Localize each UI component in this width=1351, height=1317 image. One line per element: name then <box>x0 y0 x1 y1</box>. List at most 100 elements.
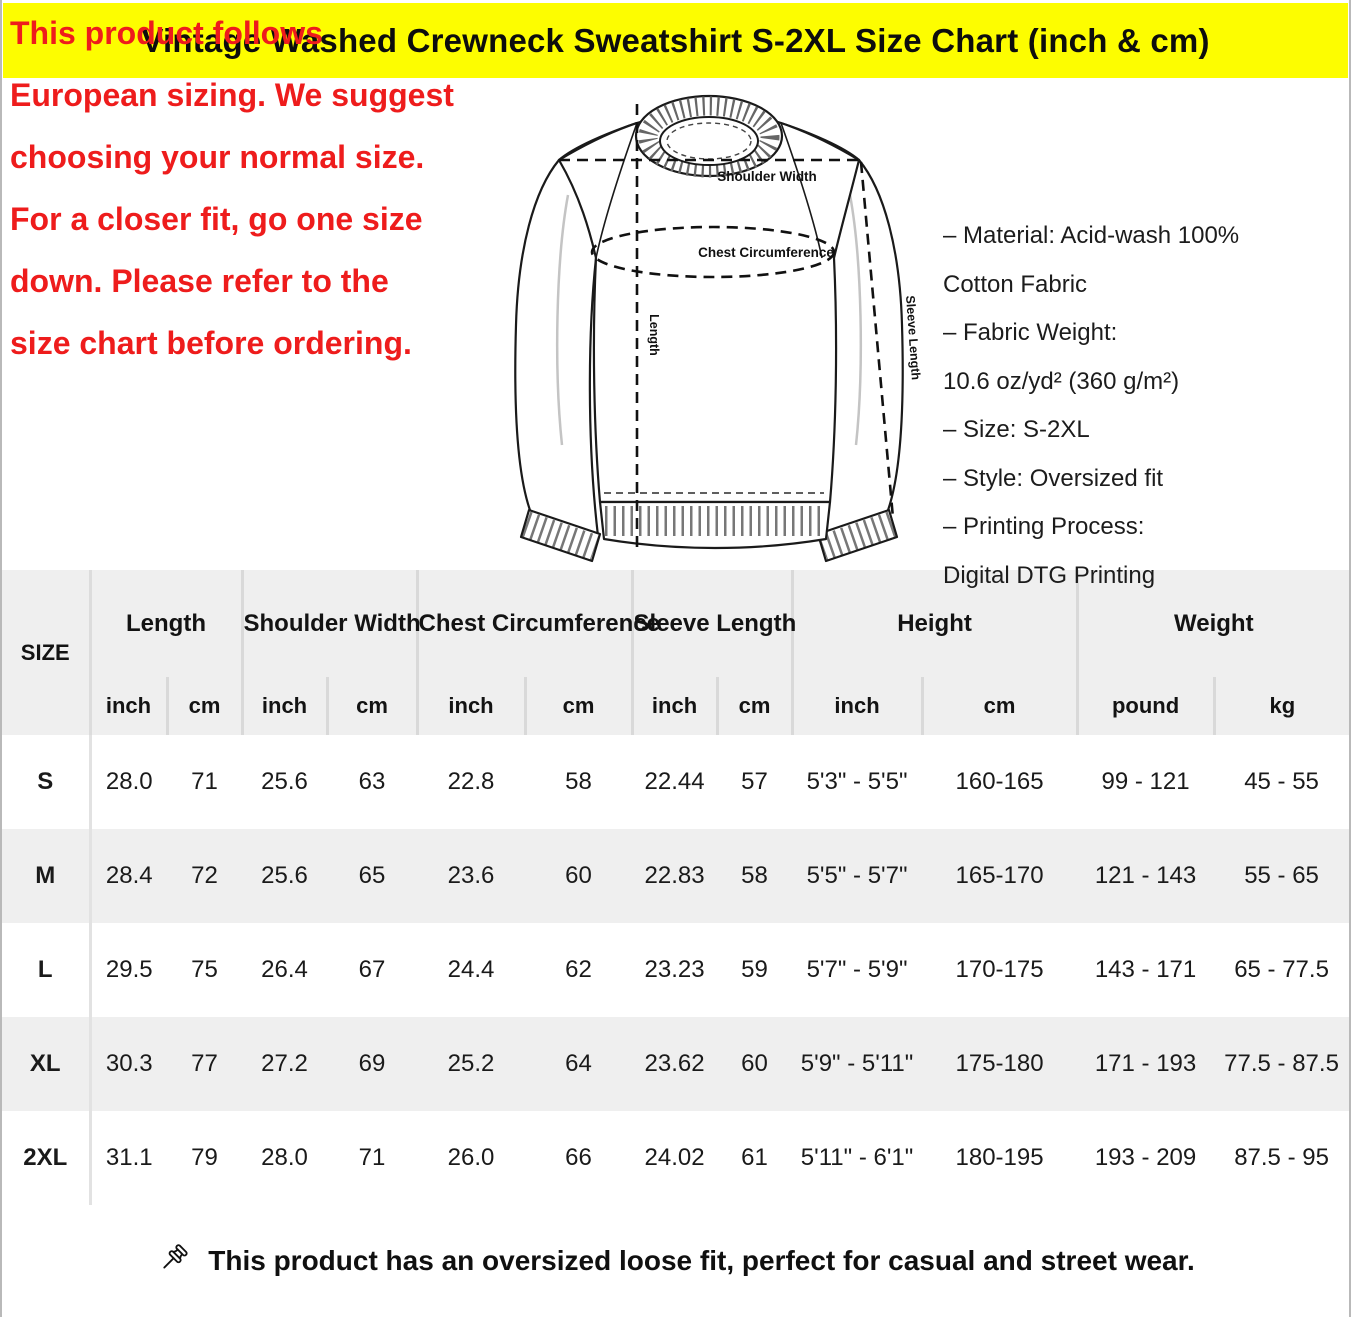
table-cell: 27.2 <box>261 1050 308 1077</box>
table-cell: 57 <box>741 768 768 795</box>
size-cell: S <box>2 735 92 829</box>
product-detail-line: 10.6 oz/yd² (360 g/m²) <box>943 367 1180 395</box>
sleeve-length-label: Sleeve Length <box>903 295 923 381</box>
table-row-s: S 28.0 71 25.6 63 22.8 58 22.44 57 5'3" … <box>2 735 1349 829</box>
table-cell: 25.6 <box>261 768 308 795</box>
table-cell: 22.83 <box>644 862 705 889</box>
table-cell: 99 - 121 <box>1101 768 1190 795</box>
table-cell: 22.8 <box>447 768 495 795</box>
table-cell: 22.44 <box>644 768 705 795</box>
unit-header: pound <box>1075 677 1215 735</box>
table-cell: 193 - 209 <box>1094 1144 1197 1171</box>
table-cell: 60 <box>565 862 592 889</box>
sizing-note-line: size chart before ordering. <box>10 325 412 361</box>
table-cell: 24.02 <box>644 1144 705 1171</box>
table-cell: 26.4 <box>261 956 308 983</box>
table-cell: 5'11" - 6'1" <box>800 1144 914 1171</box>
pushpin-icon <box>163 1244 188 1269</box>
table-cell: 65 - 77.5 <box>1234 956 1329 983</box>
table-cell: 62 <box>565 956 592 983</box>
table-cell: 26.0 <box>447 1144 495 1171</box>
size-cell: XL <box>2 1017 92 1111</box>
unit-header: cm <box>165 677 243 735</box>
middle-section: This product follows European sizing. We… <box>2 15 1349 589</box>
size-cell: L <box>2 923 92 1017</box>
sizing-note-line: down. Please refer to the <box>10 263 389 299</box>
table-cell: 55 - 65 <box>1244 862 1319 889</box>
unit-header: inch <box>415 677 526 735</box>
col-header-shoulder-width: Shoulder Width <box>240 570 421 677</box>
unit-header: inch <box>630 677 718 735</box>
chest-circumference-line <box>590 225 836 279</box>
unit-header: cm <box>523 677 633 735</box>
col-header-length: Length <box>90 570 243 677</box>
size-cell: M <box>2 829 92 923</box>
table-cell: 77 <box>191 1050 218 1077</box>
table-cell: 61 <box>741 1144 768 1171</box>
table-cell: 24.4 <box>447 956 495 983</box>
product-detail-line: – Fabric Weight: <box>943 319 1118 346</box>
table-cell: 5'3" - 5'5" <box>806 768 908 795</box>
table-cell: 25.2 <box>447 1050 495 1077</box>
sweatshirt-diagram: Shoulder Width Chest Circumference Lengt… <box>514 94 923 563</box>
table-cell: 45 - 55 <box>1244 768 1319 795</box>
table-cell: 5'5" - 5'7" <box>806 862 908 889</box>
table-cell: 64 <box>565 1050 592 1077</box>
chest-circumference-label: Chest Circumference <box>698 245 834 260</box>
product-detail-line: – Printing Process: <box>943 513 1145 540</box>
footer-note-text: This product has an oversized loose fit,… <box>208 1245 1195 1276</box>
table-row-m: M 28.4 72 25.6 65 23.6 60 22.83 58 5'5" … <box>2 829 1349 923</box>
table-cell: 180-195 <box>955 1144 1044 1171</box>
unit-header: inch <box>790 677 923 735</box>
table-cell: 23.62 <box>644 1050 705 1077</box>
shoulder-width-label: Shoulder Width <box>717 169 817 184</box>
sizing-note-line: For a closer fit, go one size <box>10 201 423 237</box>
table-cell: 66 <box>565 1144 592 1171</box>
product-detail-line: – Material: Acid-wash 100% <box>943 222 1240 249</box>
table-cell: 23.23 <box>644 956 705 983</box>
table-cell: 58 <box>565 768 592 795</box>
table-cell: 143 - 171 <box>1094 956 1197 983</box>
table-header: SIZE Length Shoulder Width Chest Circumf… <box>2 570 1349 735</box>
table-cell: 77.5 - 87.5 <box>1224 1050 1339 1077</box>
sizing-note-line: choosing your normal size. <box>10 139 425 175</box>
product-detail-line: Cotton Fabric <box>943 270 1088 298</box>
col-header-height: Height <box>790 570 1078 677</box>
size-table: SIZE Length Shoulder Width Chest Circumf… <box>2 570 1349 1205</box>
unit-header: cm <box>715 677 793 735</box>
col-header-chest-circumference: Chest Circumference <box>415 570 660 677</box>
product-detail-line: – Size: S-2XL <box>943 416 1090 443</box>
table-cell: 79 <box>191 1144 218 1171</box>
unit-header: cm <box>920 677 1078 735</box>
col-header-sleeve-length: Sleeve Length <box>630 570 796 677</box>
col-header-size: SIZE <box>2 570 92 735</box>
table-cell: 67 <box>358 956 386 983</box>
table-cell: 160-165 <box>955 768 1044 795</box>
table-cell: 30.3 <box>105 1050 153 1077</box>
product-details: – Material: Acid-wash 100% Cotton Fabric… <box>943 212 1239 600</box>
unit-header: inch <box>90 677 167 735</box>
length-label: Length <box>647 314 661 356</box>
table-cell: 29.5 <box>105 956 153 983</box>
table-cell: 75 <box>191 956 218 983</box>
table-cell: 71 <box>358 1144 386 1171</box>
table-cell: 28.0 <box>105 768 153 795</box>
size-cell: 2XL <box>2 1111 92 1205</box>
table-cell: 23.6 <box>447 862 495 889</box>
table-cell: 171 - 193 <box>1094 1050 1197 1077</box>
table-row-2xl: 2XL 31.1 79 28.0 71 26.0 66 24.02 61 5'1… <box>2 1111 1349 1205</box>
table-row-l: L 29.5 75 26.4 67 24.4 62 23.23 59 5'7" … <box>2 923 1349 1017</box>
table-cell: 60 <box>741 1050 768 1077</box>
product-detail-line: Digital DTG Printing <box>943 561 1156 589</box>
table-cell: 28.4 <box>105 862 153 889</box>
table-cell: 71 <box>191 768 218 795</box>
table-cell: 65 <box>358 862 386 889</box>
table-cell: 175-180 <box>955 1050 1044 1077</box>
col-header-weight: Weight <box>1075 570 1349 677</box>
sizing-note: This product follows European sizing. We… <box>10 2 454 374</box>
table-cell: 121 - 143 <box>1094 862 1197 889</box>
sizing-note-line: European sizing. We suggest <box>10 77 454 113</box>
footer-note: This product has an oversized loose fit,… <box>2 1205 1349 1317</box>
page-title: Vintage Washed Crewneck Sweatshirt S-2XL… <box>141 21 1210 59</box>
